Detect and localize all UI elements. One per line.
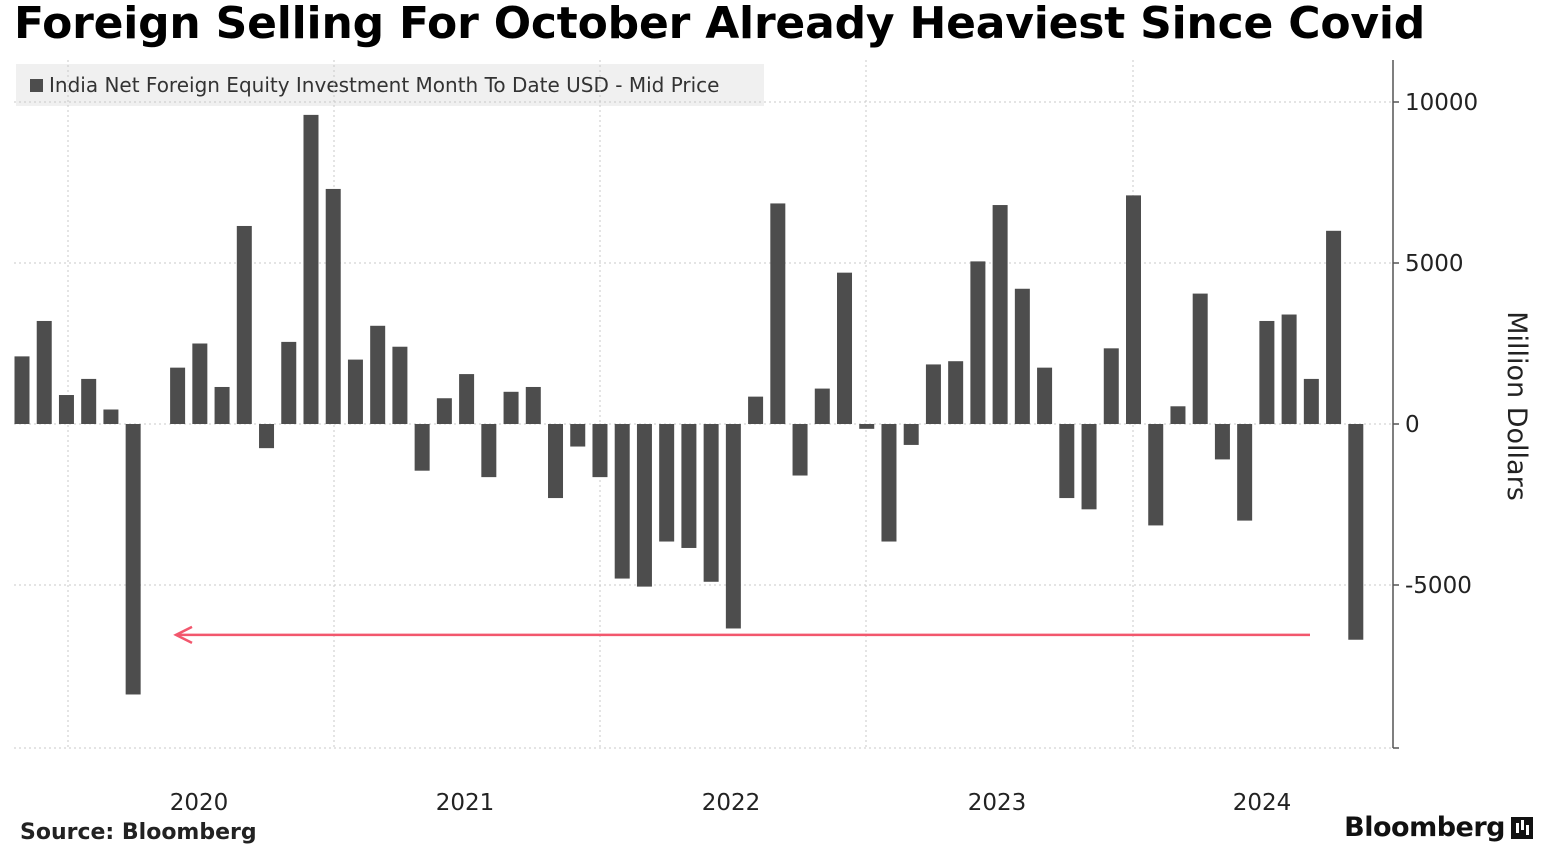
bar: [1237, 424, 1253, 521]
bar: [659, 424, 675, 542]
bar: [259, 424, 275, 449]
bar: [592, 424, 608, 478]
bar: [481, 424, 497, 478]
bar: [436, 398, 452, 424]
bar: [837, 272, 853, 424]
bar: [414, 424, 430, 471]
bar: [903, 424, 919, 445]
bar: [792, 424, 808, 476]
bar: [925, 364, 941, 424]
bar: [1014, 288, 1030, 424]
bar: [392, 346, 408, 424]
bar: [58, 395, 74, 424]
x-tick-label: 2022: [702, 790, 761, 816]
bar: [770, 203, 786, 424]
annotation-arrow-head: [173, 625, 193, 645]
bar: [1148, 424, 1164, 526]
bar: [814, 388, 830, 424]
bloomberg-chart-icon: [1511, 816, 1533, 839]
x-tick-label: 2020: [170, 790, 229, 816]
bar: [636, 424, 652, 587]
brand-label: Bloomberg: [1344, 812, 1505, 843]
bar: [1192, 293, 1208, 424]
source-note: Source: Bloomberg: [20, 820, 257, 845]
bar: [948, 361, 964, 424]
y-tick-label: 0: [1405, 412, 1420, 438]
bar: [614, 424, 630, 579]
bar: [125, 424, 141, 695]
bar: [1214, 424, 1230, 460]
legend-swatch: [30, 78, 43, 92]
bar: [1281, 314, 1297, 424]
bar: [170, 367, 186, 424]
y-axis-title: Million Dollars: [1501, 311, 1532, 501]
legend: India Net Foreign Equity Investment Mont…: [16, 64, 764, 106]
bar: [1103, 348, 1119, 424]
bar: [1303, 378, 1319, 424]
x-tick-label: 2021: [436, 790, 495, 816]
x-tick-label: 2023: [968, 790, 1027, 816]
bar: [14, 356, 30, 424]
bar: [81, 378, 97, 424]
bar: [281, 341, 297, 424]
bar: [881, 424, 897, 542]
bar: [303, 114, 319, 424]
bars-layer: [14, 114, 1364, 695]
bar: [503, 391, 519, 424]
bar: [748, 396, 764, 424]
bar: [459, 374, 475, 424]
x-tick-label: 2024: [1233, 790, 1292, 816]
bar: [236, 225, 252, 424]
bar: [859, 424, 875, 429]
bar: [1170, 406, 1186, 424]
bloomberg-logo: Bloomberg: [1344, 812, 1533, 843]
bar: [970, 261, 986, 424]
y-tick-label: 10000: [1405, 90, 1478, 116]
bar: [36, 320, 52, 424]
chart-title: Foreign Selling For October Already Heav…: [14, 0, 1426, 49]
bar: [370, 325, 386, 424]
bar: [548, 424, 564, 499]
bar: [1126, 195, 1141, 424]
bar: [1348, 424, 1364, 640]
bar: [1326, 230, 1342, 424]
bar: [192, 343, 208, 424]
bar: [525, 386, 541, 424]
y-tick-label: -5000: [1405, 573, 1472, 599]
bar: [1081, 424, 1097, 510]
bar: [681, 424, 697, 548]
bar: [103, 409, 119, 424]
bar: [725, 424, 741, 629]
bar: [1037, 367, 1053, 424]
bar: [347, 359, 363, 424]
legend-label: India Net Foreign Equity Investment Mont…: [49, 73, 720, 97]
y-tick-label: 5000: [1405, 251, 1464, 277]
bar: [1259, 320, 1275, 424]
annotation-layer: [173, 625, 1310, 645]
bar: [325, 188, 341, 424]
bar: [703, 424, 719, 582]
y-axis: 10000 5000 0 -5000 Million Dollars 2020 2021 20…: [170, 60, 1532, 816]
bar: [570, 424, 586, 447]
bar: [1059, 424, 1075, 499]
bar: [992, 205, 1008, 424]
bar: [214, 386, 230, 424]
